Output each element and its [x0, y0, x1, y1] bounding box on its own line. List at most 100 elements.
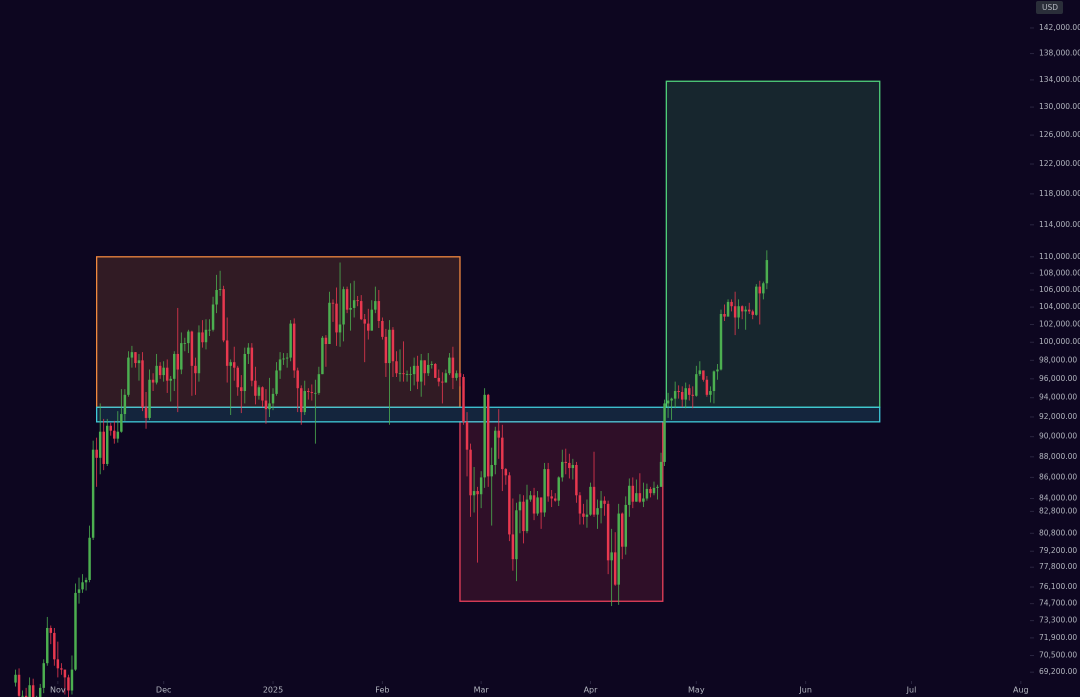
x-tick-label: Jul: [906, 686, 917, 695]
candle-body: [479, 477, 483, 495]
candle-body: [395, 361, 398, 374]
candle-body: [663, 403, 666, 462]
candle-body: [162, 367, 165, 376]
candle-body: [211, 304, 215, 330]
candle-body: [310, 391, 314, 393]
candle-body: [81, 582, 84, 590]
candle-body: [42, 663, 45, 688]
y-tick-label: 118,000.00: [1039, 189, 1080, 198]
candle-body: [592, 486, 596, 515]
y-tick-label: 79,200.00: [1039, 546, 1077, 555]
candle-body: [109, 425, 112, 431]
candle-body: [719, 314, 723, 370]
candle-body: [127, 357, 130, 395]
y-tick-label: 88,000.00: [1039, 452, 1077, 461]
candle-body: [716, 369, 719, 372]
candle-body: [53, 632, 56, 660]
candle-body: [130, 352, 134, 358]
candle-body: [705, 379, 709, 395]
candle-body: [342, 289, 345, 325]
candle-body: [546, 469, 550, 497]
candle-body: [635, 493, 638, 502]
y-tick-label: 92,000.00: [1039, 412, 1077, 421]
candle-body: [656, 486, 659, 488]
candle-body: [222, 289, 225, 341]
candle-body: [289, 323, 292, 358]
candle-body: [490, 464, 493, 477]
candle-body: [56, 659, 60, 669]
candle-body: [367, 323, 370, 331]
candle-body: [543, 469, 546, 513]
candle-body: [257, 387, 261, 396]
y-tick-label: 106,000.00: [1039, 285, 1080, 294]
candle-body: [236, 367, 239, 388]
y-tick-label: 138,000.00: [1039, 49, 1080, 58]
zones: [96, 80, 881, 602]
candle-body: [91, 449, 95, 538]
candle-body: [352, 300, 356, 308]
candle-body: [190, 331, 194, 366]
candle-body: [247, 347, 250, 354]
candle-body: [455, 373, 458, 378]
candle-body: [331, 302, 335, 304]
candle-body: [603, 500, 606, 504]
candle-body: [381, 320, 384, 337]
candle-body: [169, 378, 172, 381]
candle-body: [120, 414, 123, 432]
candle-body: [271, 393, 275, 404]
candle-body: [123, 394, 127, 415]
x-tick-label: Mar: [474, 686, 490, 695]
y-tick-label: 90,000.00: [1039, 432, 1077, 441]
candle-body: [458, 373, 462, 377]
candle-body: [384, 336, 388, 364]
candle-body: [296, 370, 299, 389]
candle-body: [536, 497, 539, 514]
candle-body: [261, 387, 264, 401]
candle-body: [691, 394, 695, 396]
candle-body: [70, 669, 74, 691]
candle-body: [486, 394, 490, 477]
y-tick-label: 94,000.00: [1039, 393, 1077, 402]
x-tick-label: Dec: [156, 686, 171, 695]
candle-body: [606, 503, 610, 561]
y-tick-label: 130,000.00: [1039, 102, 1080, 111]
x-tick-label: Nov: [50, 686, 66, 695]
y-tick-label: 80,800.00: [1039, 528, 1077, 537]
candle-body: [335, 303, 338, 333]
x-tick-label: Apr: [584, 686, 599, 695]
candle-body: [751, 311, 754, 315]
candle-body: [377, 301, 381, 321]
candle-body: [589, 486, 592, 515]
candle-body: [755, 286, 758, 315]
candle-body: [180, 343, 183, 370]
candle-body: [201, 332, 204, 343]
candle-body: [137, 360, 141, 364]
x-tick-label: Jun: [798, 686, 812, 695]
candle-body: [187, 331, 190, 344]
candle-body: [610, 552, 613, 561]
candle-body: [599, 500, 603, 509]
candle-body: [494, 430, 497, 465]
axes: 142,000.00 138,000.00 134,000.00 130,000.00…: [50, 23, 1080, 695]
candle-body: [680, 391, 684, 400]
candle-body: [278, 359, 282, 371]
candle-body: [49, 627, 53, 633]
candle-body: [723, 314, 726, 317]
candle-body: [666, 400, 670, 404]
candle-body: [670, 398, 673, 401]
candle-body: [515, 510, 518, 560]
y-tick-label: 74,700.00: [1039, 599, 1077, 608]
candle-body: [363, 319, 366, 324]
candle-body: [726, 301, 730, 317]
candle-body: [419, 360, 423, 382]
candle-body: [444, 373, 448, 383]
candle-body: [321, 337, 324, 375]
candle-body: [250, 347, 254, 381]
candle-body: [434, 364, 437, 378]
candle-body: [441, 381, 444, 383]
candle-body: [472, 491, 476, 496]
candle-body: [613, 552, 617, 585]
candle-body: [345, 289, 349, 310]
